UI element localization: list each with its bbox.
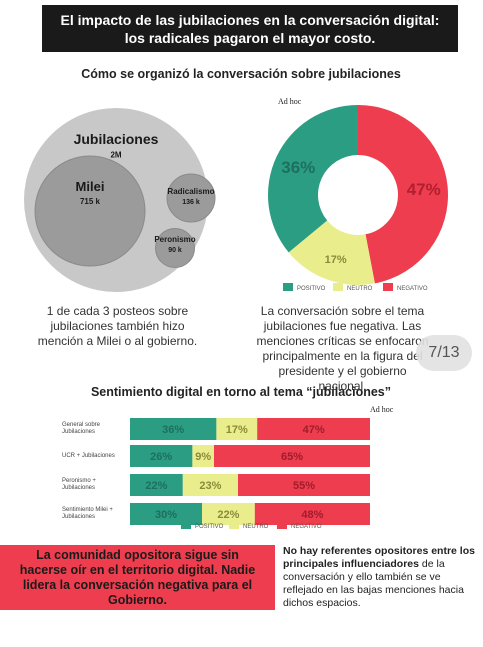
chart-title: Sentimiento digital en torno al tema “ju… (91, 385, 391, 399)
bar-label: 26% (150, 451, 172, 463)
section-title: Cómo se organizó la conversación sobre j… (81, 67, 401, 81)
footer-right: No hay referentes opositores entre los p… (283, 545, 481, 610)
bar-segment (182, 474, 238, 496)
logo: Ad hoc (278, 97, 302, 106)
footer-text: de la conversación y ello también se ve … (283, 558, 464, 609)
donut-label: 47% (407, 180, 441, 199)
bar-label: 36% (162, 424, 184, 436)
bar-segment (257, 418, 370, 440)
bar-label: 55% (293, 480, 315, 492)
bar-label: 9% (195, 451, 211, 463)
category-label-box: UCR + Jubilaciones (62, 452, 115, 459)
bubble-label: Radicalismo (167, 187, 214, 196)
bubble (154, 227, 196, 269)
legend-swatch (383, 283, 393, 291)
bar-label: 30% (155, 509, 177, 521)
caption: 1 de cada 3 posteos sobre jubilaciones t… (37, 304, 198, 348)
legend-label: POSITIVO (195, 524, 224, 530)
legend-swatch (229, 521, 239, 529)
donut-slice (268, 105, 358, 253)
caption: La conversación sobre el tema jubilacion… (256, 304, 429, 393)
category-label-box: Sentimiento Milei + Jubilaciones (62, 507, 113, 520)
bubble-label: Jubilaciones (74, 131, 159, 147)
bar-segment (238, 474, 370, 496)
legend-swatch (181, 521, 191, 529)
legend-swatch (283, 283, 293, 291)
header-title: El impacto de las jubilaciones en la con… (42, 5, 458, 52)
donut-label: 36% (281, 158, 315, 177)
bar-label: 22% (145, 480, 167, 492)
bar-label: 23% (199, 480, 221, 492)
footer-bold: No hay referentes opositores entre los p… (283, 545, 475, 570)
bubble-value: 715 k (80, 197, 101, 206)
donut-slice (358, 105, 448, 284)
legend-swatch (277, 521, 287, 529)
donut-label: 17% (325, 254, 347, 266)
legend-label: POSITIVO (297, 286, 326, 292)
bar-label: 48% (301, 509, 323, 521)
logo: Ad hoc (370, 405, 394, 414)
bar-segment (192, 445, 214, 467)
category-label-box: General sobre Jubilaciones (62, 422, 101, 435)
bubble-label: Peronismo (154, 235, 195, 244)
category-label: UCR + Jubilaciones (62, 452, 115, 459)
bubble-value: 136 k (182, 199, 200, 206)
bar-label: 17% (226, 424, 248, 436)
legend-label: NEGATIVO (397, 286, 428, 292)
bar-segment (130, 418, 217, 440)
legend-label: NEGATIVO (291, 524, 322, 530)
bar-label: 47% (303, 424, 325, 436)
bubble-label: Milei (76, 179, 105, 194)
legend-label: NEUTRO (243, 524, 269, 530)
bar-segment (130, 445, 193, 467)
bar-label: 65% (281, 451, 303, 463)
bar-label: 22% (217, 509, 239, 521)
bar-segment (214, 445, 370, 467)
bar-segment (130, 474, 183, 496)
page-indicator: 7/13 (416, 335, 472, 371)
bar-segment (216, 418, 258, 440)
bubble-value: 2M (110, 150, 121, 159)
bubble (166, 173, 216, 223)
bar-segment (254, 503, 370, 525)
category-label-box: Peronismo + Jubilaciones (62, 478, 96, 491)
category-label: Peronismo + Jubilaciones (62, 478, 96, 491)
category-label: General sobre Jubilaciones (62, 422, 101, 435)
bubble-value: 90 k (168, 247, 182, 254)
bubble (34, 155, 146, 267)
bar-segment (130, 503, 202, 525)
legend-label: NEUTRO (347, 286, 373, 292)
legend-swatch (333, 283, 343, 291)
bar-segment (202, 503, 255, 525)
category-label: Sentimiento Milei + Jubilaciones (62, 507, 113, 520)
donut-slice (288, 220, 375, 285)
footer-left: La comunidad opositora sigue sin hacerse… (0, 545, 275, 610)
